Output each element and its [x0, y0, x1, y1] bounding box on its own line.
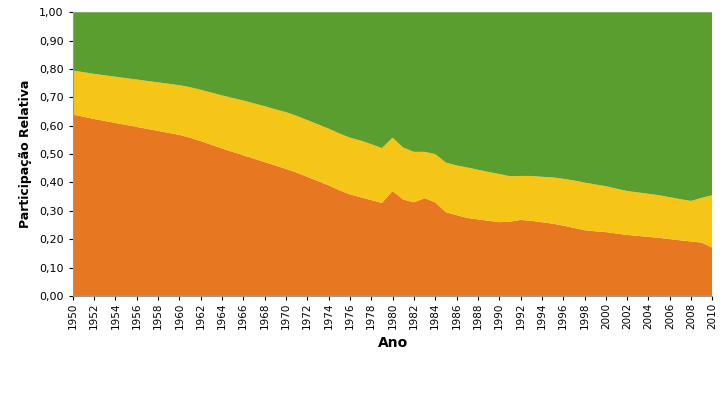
Y-axis label: Participação Relativa: Participação Relativa [19, 80, 32, 229]
X-axis label: Ano: Ano [377, 336, 408, 350]
Legend: Setor Primario, Setor  Secundário, Setor Terciário: Setor Primario, Setor Secundário, Setor … [209, 410, 577, 411]
